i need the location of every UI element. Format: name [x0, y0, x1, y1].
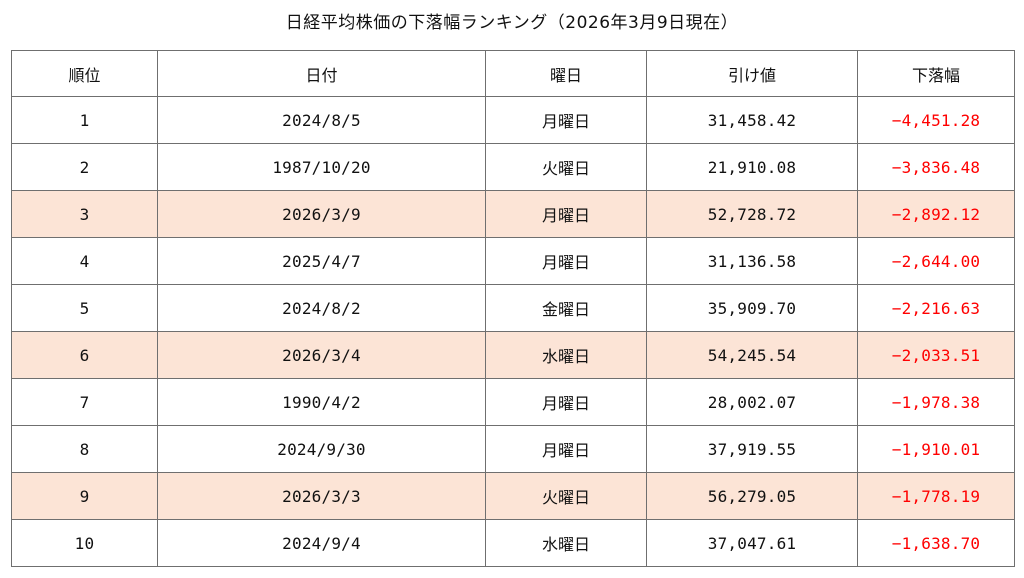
cell-close: 56,279.05	[646, 472, 858, 520]
cell-drop: −1,978.38	[857, 378, 1015, 426]
cell-date: 2026/3/4	[157, 331, 486, 379]
cell-weekday: 月曜日	[485, 190, 647, 238]
cell-close: 31,458.42	[646, 96, 858, 144]
cell-close: 28,002.07	[646, 378, 858, 426]
cell-weekday: 月曜日	[485, 96, 647, 144]
cell-date: 1990/4/2	[157, 378, 486, 426]
cell-close: 37,919.55	[646, 425, 858, 473]
header-drop: 下落幅	[857, 50, 1015, 97]
cell-drop: −2,892.12	[857, 190, 1015, 238]
ranking-table: 順位 日付 曜日 引け値 下落幅 1 2024/8/5 月曜日 31,458.4…	[11, 50, 1015, 567]
cell-drop: −2,644.00	[857, 237, 1015, 285]
table-row: 1 2024/8/5 月曜日 31,458.42 −4,451.28	[11, 96, 1015, 144]
cell-date: 1987/10/20	[157, 143, 486, 191]
cell-close: 35,909.70	[646, 284, 858, 332]
cell-drop: −4,451.28	[857, 96, 1015, 144]
cell-date: 2025/4/7	[157, 237, 486, 285]
cell-close: 52,728.72	[646, 190, 858, 238]
cell-drop: −2,033.51	[857, 331, 1015, 379]
table-row: 7 1990/4/2 月曜日 28,002.07 −1,978.38	[11, 378, 1015, 426]
cell-rank: 8	[11, 425, 158, 473]
cell-weekday: 月曜日	[485, 378, 647, 426]
table-title: 日経平均株価の下落幅ランキング（2026年3月9日現在）	[285, 13, 739, 33]
cell-weekday: 水曜日	[485, 519, 647, 567]
cell-rank: 7	[11, 378, 158, 426]
cell-weekday: 月曜日	[485, 425, 647, 473]
cell-weekday: 金曜日	[485, 284, 647, 332]
cell-weekday: 火曜日	[485, 143, 647, 191]
cell-close: 31,136.58	[646, 237, 858, 285]
cell-close: 54,245.54	[646, 331, 858, 379]
cell-drop: −2,216.63	[857, 284, 1015, 332]
table-row: 10 2024/9/4 水曜日 37,047.61 −1,638.70	[11, 519, 1015, 567]
cell-rank: 5	[11, 284, 158, 332]
cell-date: 2024/9/30	[157, 425, 486, 473]
cell-weekday: 火曜日	[485, 472, 647, 520]
table-row: 8 2024/9/30 月曜日 37,919.55 −1,910.01	[11, 425, 1015, 473]
header-rank: 順位	[11, 50, 158, 97]
cell-drop: −1,638.70	[857, 519, 1015, 567]
header-row: 順位 日付 曜日 引け値 下落幅	[11, 50, 1015, 97]
cell-date: 2024/8/5	[157, 96, 486, 144]
cell-rank: 2	[11, 143, 158, 191]
cell-rank: 4	[11, 237, 158, 285]
table-row: 3 2026/3/9 月曜日 52,728.72 −2,892.12	[11, 190, 1015, 238]
cell-weekday: 月曜日	[485, 237, 647, 285]
cell-drop: −3,836.48	[857, 143, 1015, 191]
table-row: 2 1987/10/20 火曜日 21,910.08 −3,836.48	[11, 143, 1015, 191]
header-date: 日付	[157, 50, 486, 97]
cell-rank: 6	[11, 331, 158, 379]
cell-close: 37,047.61	[646, 519, 858, 567]
header-close: 引け値	[646, 50, 858, 97]
table-row: 9 2026/3/3 火曜日 56,279.05 −1,778.19	[11, 472, 1015, 520]
table-row: 6 2026/3/4 水曜日 54,245.54 −2,033.51	[11, 331, 1015, 379]
cell-date: 2026/3/3	[157, 472, 486, 520]
cell-close: 21,910.08	[646, 143, 858, 191]
table-row: 4 2025/4/7 月曜日 31,136.58 −2,644.00	[11, 237, 1015, 285]
cell-rank: 1	[11, 96, 158, 144]
cell-drop: −1,910.01	[857, 425, 1015, 473]
cell-weekday: 水曜日	[485, 331, 647, 379]
cell-rank: 10	[11, 519, 158, 567]
cell-rank: 3	[11, 190, 158, 238]
cell-date: 2026/3/9	[157, 190, 486, 238]
cell-rank: 9	[11, 472, 158, 520]
table-row: 5 2024/8/2 金曜日 35,909.70 −2,216.63	[11, 284, 1015, 332]
header-weekday: 曜日	[485, 50, 647, 97]
cell-date: 2024/8/2	[157, 284, 486, 332]
cell-date: 2024/9/4	[157, 519, 486, 567]
cell-drop: −1,778.19	[857, 472, 1015, 520]
